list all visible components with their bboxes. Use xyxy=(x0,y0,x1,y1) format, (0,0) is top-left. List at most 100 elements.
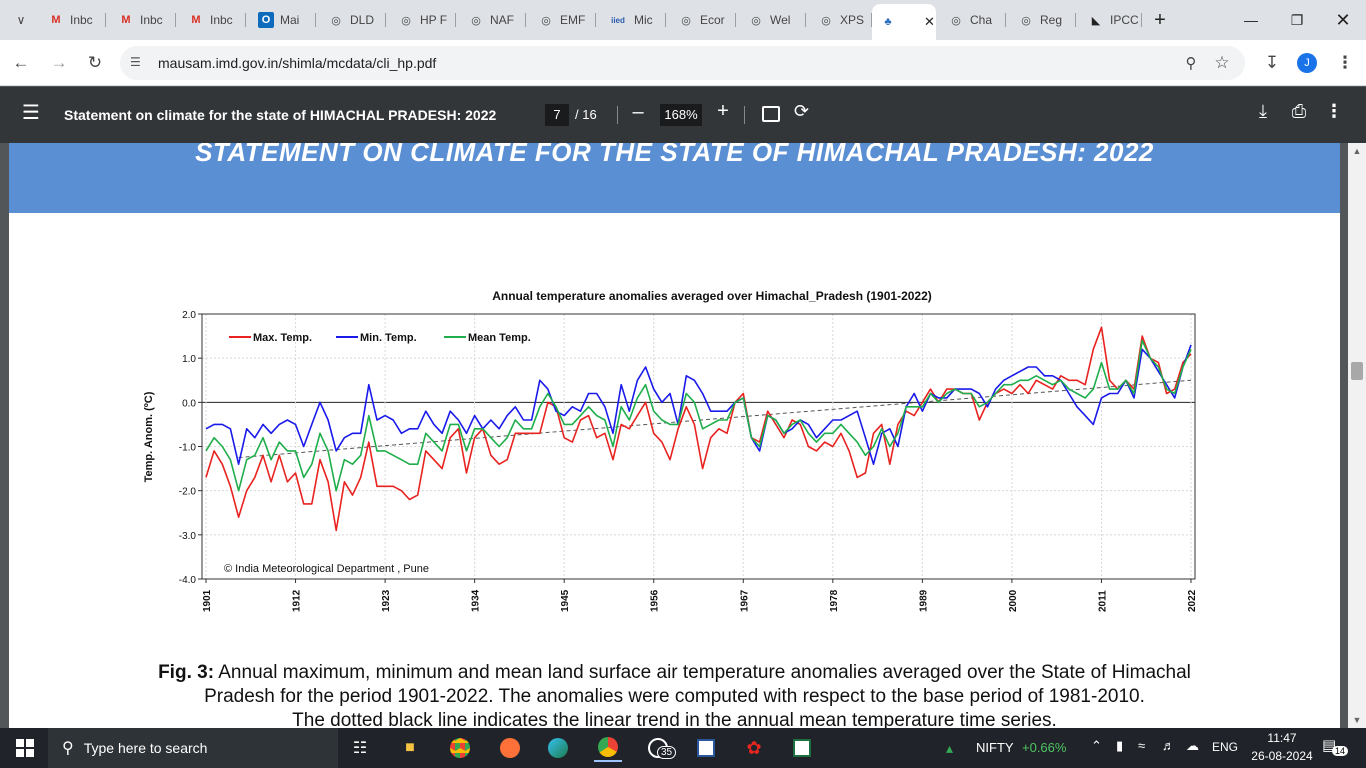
y-tick-label: -4.0 xyxy=(179,575,197,586)
browser-tab[interactable]: O Mai xyxy=(250,6,316,34)
gmail-icon: M xyxy=(191,14,201,26)
tab-label: NAF xyxy=(490,13,514,27)
zoom-level-input[interactable]: 168% xyxy=(660,104,702,126)
minimize-button[interactable]: — xyxy=(1244,12,1258,28)
scroll-down-arrow[interactable]: ▼ xyxy=(1352,715,1362,725)
tab-separator xyxy=(1141,13,1142,27)
browser-tab[interactable]: ◎ XPS xyxy=(810,6,872,34)
word-icon[interactable] xyxy=(692,734,720,762)
site-info-icon[interactable]: ☰ xyxy=(130,55,141,69)
toolbar-divider xyxy=(744,106,745,124)
zoom-icon[interactable]: ⚲ xyxy=(1185,55,1197,72)
temperature-anomaly-chart: Annual temperature anomalies averaged ov… xyxy=(143,289,1198,612)
globe-icon: ◎ xyxy=(951,14,961,27)
notification-count: 14 xyxy=(1332,746,1349,756)
file-explorer-icon[interactable]: ■ xyxy=(405,739,415,756)
pdf-page-viewport[interactable]: STATEMENT ON CLIMATE FOR THE STATE OF HI… xyxy=(0,143,1348,728)
tray-chevron-icon[interactable]: ⌃ xyxy=(1091,738,1102,753)
page-number-input[interactable]: 7 xyxy=(545,104,569,126)
tab-list-button[interactable]: ∨ xyxy=(6,6,36,34)
download-pdf-icon[interactable]: ⤓ xyxy=(1259,101,1267,121)
x-tick-label: 1923 xyxy=(381,589,392,612)
tab-separator xyxy=(735,13,736,27)
whatsapp-icon[interactable]: 35 xyxy=(644,734,677,762)
new-tab-button[interactable]: + xyxy=(1154,8,1166,31)
browser-tab[interactable]: M Inbc xyxy=(180,6,246,34)
pdf-menu-icon[interactable]: ☰ xyxy=(22,102,40,124)
pdf-toolbar: ☰ Statement on climate for the state of … xyxy=(0,87,1366,143)
excel-icon[interactable] xyxy=(788,734,816,762)
browser-tab-strip: ∨ M Inbc M Inbc M Inbc O Mai ◎ DLD ◎ HP F ◎ NAF ◎ EMF ii… xyxy=(0,0,1366,40)
zoom-out-button[interactable]: – xyxy=(632,101,644,123)
browser-tab[interactable]: ◎ EMF xyxy=(530,6,596,34)
browser-tab[interactable]: M Inbc xyxy=(40,6,106,34)
browser-tab[interactable]: ◎ HP F xyxy=(390,6,456,34)
series-line-mean xyxy=(205,339,1192,492)
bookmark-star-icon[interactable]: ☆ xyxy=(1214,53,1230,72)
tab-separator xyxy=(871,13,872,27)
browser-tab[interactable]: ◎ DLD xyxy=(320,6,386,34)
battery-icon[interactable]: ▮ xyxy=(1116,738,1124,753)
banner-title: STATEMENT ON CLIMATE FOR THE STATE OF HI… xyxy=(195,143,1154,167)
windows-taskbar: ⚲ Type here to search ☷ ■ 35 ✿ ▴ NIFTY +… xyxy=(0,728,1366,768)
tab-separator xyxy=(175,13,176,27)
x-tick-label: 1989 xyxy=(918,589,929,612)
tab-label: Cha xyxy=(970,13,993,27)
scroll-up-arrow[interactable]: ▲ xyxy=(1352,146,1362,156)
browser-tab[interactable]: ◎ Wel xyxy=(740,6,806,34)
browser-tab[interactable]: ◎ NAF xyxy=(460,6,526,34)
whatsapp-badge: 35 xyxy=(657,746,677,759)
browser-menu-icon[interactable]: ⋮ xyxy=(1336,53,1354,72)
cloud-icon[interactable]: ☁ xyxy=(1186,738,1199,753)
x-tick-label: 1901 xyxy=(202,589,213,612)
browser-tab[interactable]: ◎ Cha xyxy=(940,6,1006,34)
browser-tab[interactable]: M Inbc xyxy=(110,6,176,34)
scroll-thumb[interactable] xyxy=(1351,362,1363,380)
close-window-button[interactable]: ✕ xyxy=(1335,9,1351,30)
stock-label[interactable]: NIFTY xyxy=(976,740,1014,755)
legend-label-min: Min. Temp. xyxy=(360,332,417,344)
firefox-icon[interactable] xyxy=(496,734,524,762)
download-icon[interactable]: ↧ xyxy=(1264,53,1280,72)
clock-date[interactable]: 26-08-2024 xyxy=(1251,749,1313,763)
browser-tab[interactable]: iied Mic xyxy=(600,6,666,34)
edge-icon[interactable] xyxy=(544,734,572,762)
windows-start-icon[interactable] xyxy=(10,734,40,762)
volume-icon[interactable]: ♬ xyxy=(1162,738,1175,753)
tab-label: Wel xyxy=(770,13,791,27)
tab-label: Ecor xyxy=(700,13,725,27)
forward-button[interactable]: → xyxy=(50,53,68,72)
task-view-icon[interactable]: ☷ xyxy=(352,740,368,757)
close-tab-icon[interactable]: ✕ xyxy=(924,14,935,29)
gmail-icon: M xyxy=(51,14,61,26)
browser-tab[interactable]: ◎ Reg xyxy=(1010,6,1076,34)
chrome-active-icon[interactable] xyxy=(594,734,622,762)
restore-button[interactable]: ❐ xyxy=(1290,11,1304,28)
y-tick-label: 0.0 xyxy=(182,398,196,409)
reload-button[interactable]: ↻ xyxy=(87,53,103,72)
notification-icon[interactable]: ▤ 14 xyxy=(1322,736,1349,760)
tab-separator xyxy=(805,13,806,27)
series-line-max xyxy=(205,326,1192,532)
back-button[interactable]: ← xyxy=(12,53,30,72)
taskbar-search-box[interactable]: ⚲ Type here to search xyxy=(48,728,338,768)
wifi-icon[interactable]: ≈ xyxy=(1138,738,1146,753)
chrome-icon[interactable] xyxy=(446,734,474,762)
pdf-more-icon[interactable]: ⋮ xyxy=(1325,101,1343,121)
profile-avatar[interactable]: J xyxy=(1292,48,1322,78)
zoom-in-button[interactable]: + xyxy=(717,100,729,122)
acrobat-icon[interactable]: ✿ xyxy=(746,737,762,758)
clock-time[interactable]: 11:47 xyxy=(1267,731,1297,745)
axes: 2.0 1.0 0.0 -1.0 -2.0 -3.0 -4.0 1901 1912 1923 193… xyxy=(179,310,1198,612)
rotate-icon[interactable]: ⟳ xyxy=(794,101,810,121)
url-omnibox[interactable]: ☰ mausam.imd.gov.in/shimla/mcdata/cli_hp… xyxy=(120,46,1245,80)
print-icon[interactable]: ⎙ xyxy=(1291,101,1307,121)
pdf-page: STATEMENT ON CLIMATE FOR THE STATE OF HI… xyxy=(9,143,1340,728)
stock-chart-icon[interactable]: ▴ xyxy=(946,740,954,756)
language-indicator[interactable]: ENG xyxy=(1212,740,1239,754)
browser-tab[interactable]: ♣ ✕ xyxy=(872,4,936,40)
browser-tab[interactable]: ◣ IPCC xyxy=(1080,6,1142,34)
fit-page-icon[interactable] xyxy=(762,106,780,122)
browser-tab[interactable]: ◎ Ecor xyxy=(670,6,736,34)
pdf-scrollbar[interactable]: ▲ ▼ xyxy=(1348,143,1366,728)
